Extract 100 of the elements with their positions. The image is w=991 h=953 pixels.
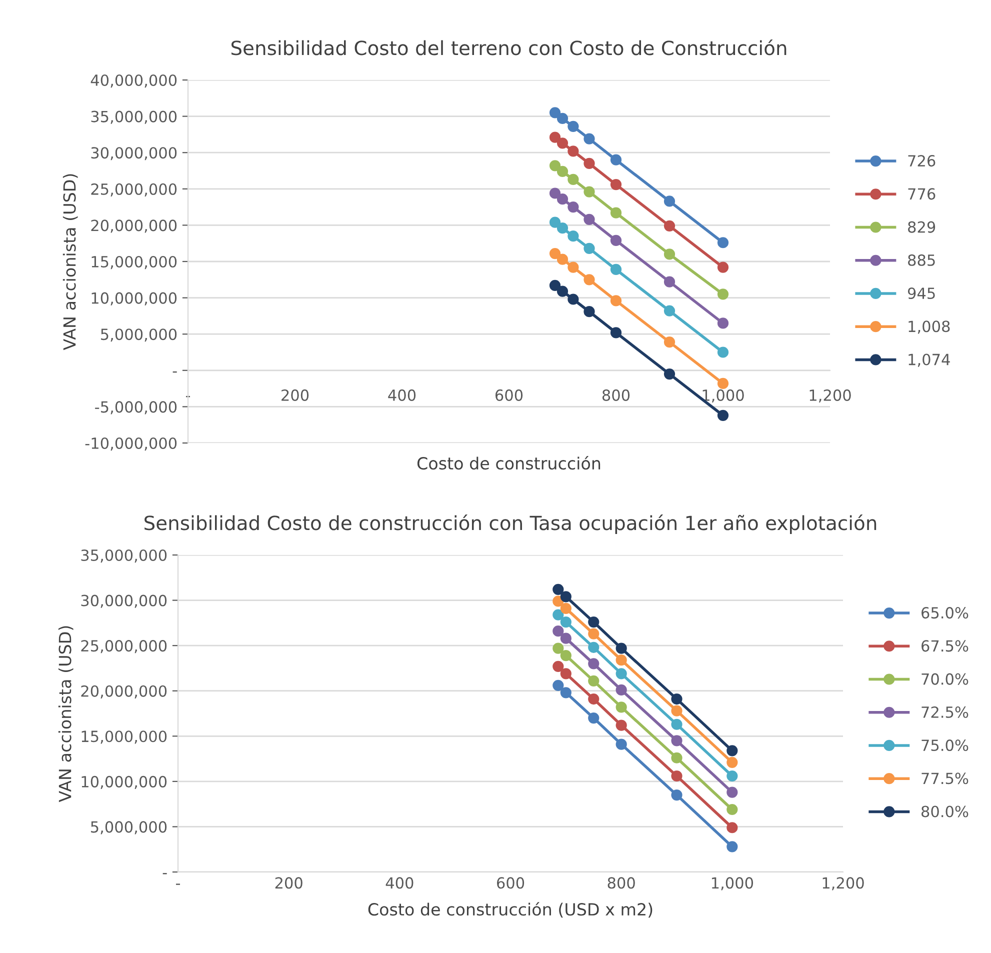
y-axis-title: VAN accionista (USD) [58, 626, 74, 802]
legend-label: 72.5% [922, 706, 968, 718]
x-axis-title: Costo de construcción [417, 456, 600, 470]
y-tick-label: 20,000,000 [81, 685, 167, 698]
legend-label: 80.0% [922, 806, 968, 818]
point [584, 186, 595, 198]
point [616, 668, 627, 680]
point [588, 616, 600, 628]
point [588, 658, 600, 670]
legend-label: 67.5% [922, 640, 968, 652]
legend-label: 1,008 [908, 320, 950, 334]
point [671, 718, 682, 730]
point [610, 264, 622, 276]
point [671, 770, 682, 782]
point [560, 687, 572, 698]
y-tick-label: -10,000,000 [85, 437, 177, 451]
y-tick-label: 35,000,000 [91, 110, 177, 124]
point [552, 609, 564, 620]
point [671, 693, 682, 705]
point [717, 410, 729, 421]
point [616, 684, 627, 696]
y-tick-label: 25,000,000 [91, 183, 177, 196]
point [568, 201, 579, 213]
y-tick-label: 25,000,000 [81, 640, 167, 654]
point [664, 248, 676, 260]
chart-title: Sensibilidad Costo del terreno con Costo de Construcción [231, 39, 786, 56]
point [664, 276, 676, 288]
point [588, 628, 600, 640]
y-tick-label: 35,000,000 [81, 549, 167, 563]
point [671, 705, 682, 716]
point [568, 262, 579, 273]
point [717, 237, 729, 248]
y-tick-label: 15,000,000 [82, 730, 167, 744]
point [616, 720, 627, 731]
point [671, 789, 682, 801]
legend-label: 776 [908, 188, 936, 200]
point [560, 591, 572, 602]
x-tick-label: 200 [282, 389, 309, 401]
x-tick-label: 800 [608, 877, 635, 889]
chart-title: Sensibilidad Costo de construcción con Tasa ocupación 1er año explotación [144, 514, 876, 534]
y-tick-label: 5,000,000 [101, 328, 177, 342]
point [664, 336, 676, 348]
point [584, 242, 595, 254]
y-tick-label: 15,000,000 [92, 256, 177, 270]
point [568, 294, 579, 305]
y-tick-label: 5,000,000 [91, 821, 167, 834]
point [610, 295, 622, 306]
point [549, 132, 561, 143]
point [552, 642, 564, 654]
point [568, 120, 579, 132]
point [610, 154, 622, 166]
point [560, 602, 572, 614]
point [560, 616, 572, 628]
point [560, 650, 572, 662]
point [726, 804, 738, 816]
point [556, 222, 568, 234]
point [584, 274, 595, 286]
y-tick-label: 30,000,000 [91, 147, 177, 160]
point [610, 178, 622, 190]
legend-label: 77.5% [922, 772, 968, 784]
x-tick-label: 400 [388, 389, 416, 401]
legend-label: 726 [908, 155, 936, 167]
point [556, 166, 568, 178]
point [664, 220, 676, 232]
x-tick-label: - [176, 884, 180, 885]
point [556, 194, 568, 205]
x-tick-label: 1,200 [810, 389, 851, 403]
y-tick-label: 40,000,000 [90, 74, 177, 88]
point [549, 160, 561, 172]
point [552, 596, 564, 607]
x-tick-label: 400 [386, 877, 414, 889]
point [584, 133, 595, 144]
y-axis-title: VAN accionista (USD) [62, 174, 78, 350]
point [568, 174, 579, 186]
legend-label: 70.0% [922, 673, 968, 685]
point [664, 368, 676, 380]
x-tick-label: 800 [602, 389, 630, 401]
point [726, 770, 738, 782]
x-tick-label: 1,000 [712, 877, 754, 890]
point [584, 214, 595, 225]
point [556, 112, 568, 124]
point [584, 306, 595, 318]
point [726, 786, 738, 798]
point [549, 248, 561, 260]
legend-label: 65.0% [922, 607, 968, 619]
x-tick-label: 200 [275, 877, 302, 889]
point [616, 642, 627, 654]
point [549, 188, 561, 199]
x-tick-label: 1,200 [822, 877, 864, 890]
point [556, 254, 568, 265]
point [610, 207, 622, 218]
point [726, 841, 738, 852]
point [717, 288, 729, 300]
y-tick-label: 20,000,000 [91, 220, 177, 233]
x-tick-label: 600 [495, 389, 523, 401]
point [717, 346, 729, 358]
y-tick-label: - [162, 873, 167, 874]
point [556, 138, 568, 149]
point [664, 305, 676, 316]
point [568, 146, 579, 157]
